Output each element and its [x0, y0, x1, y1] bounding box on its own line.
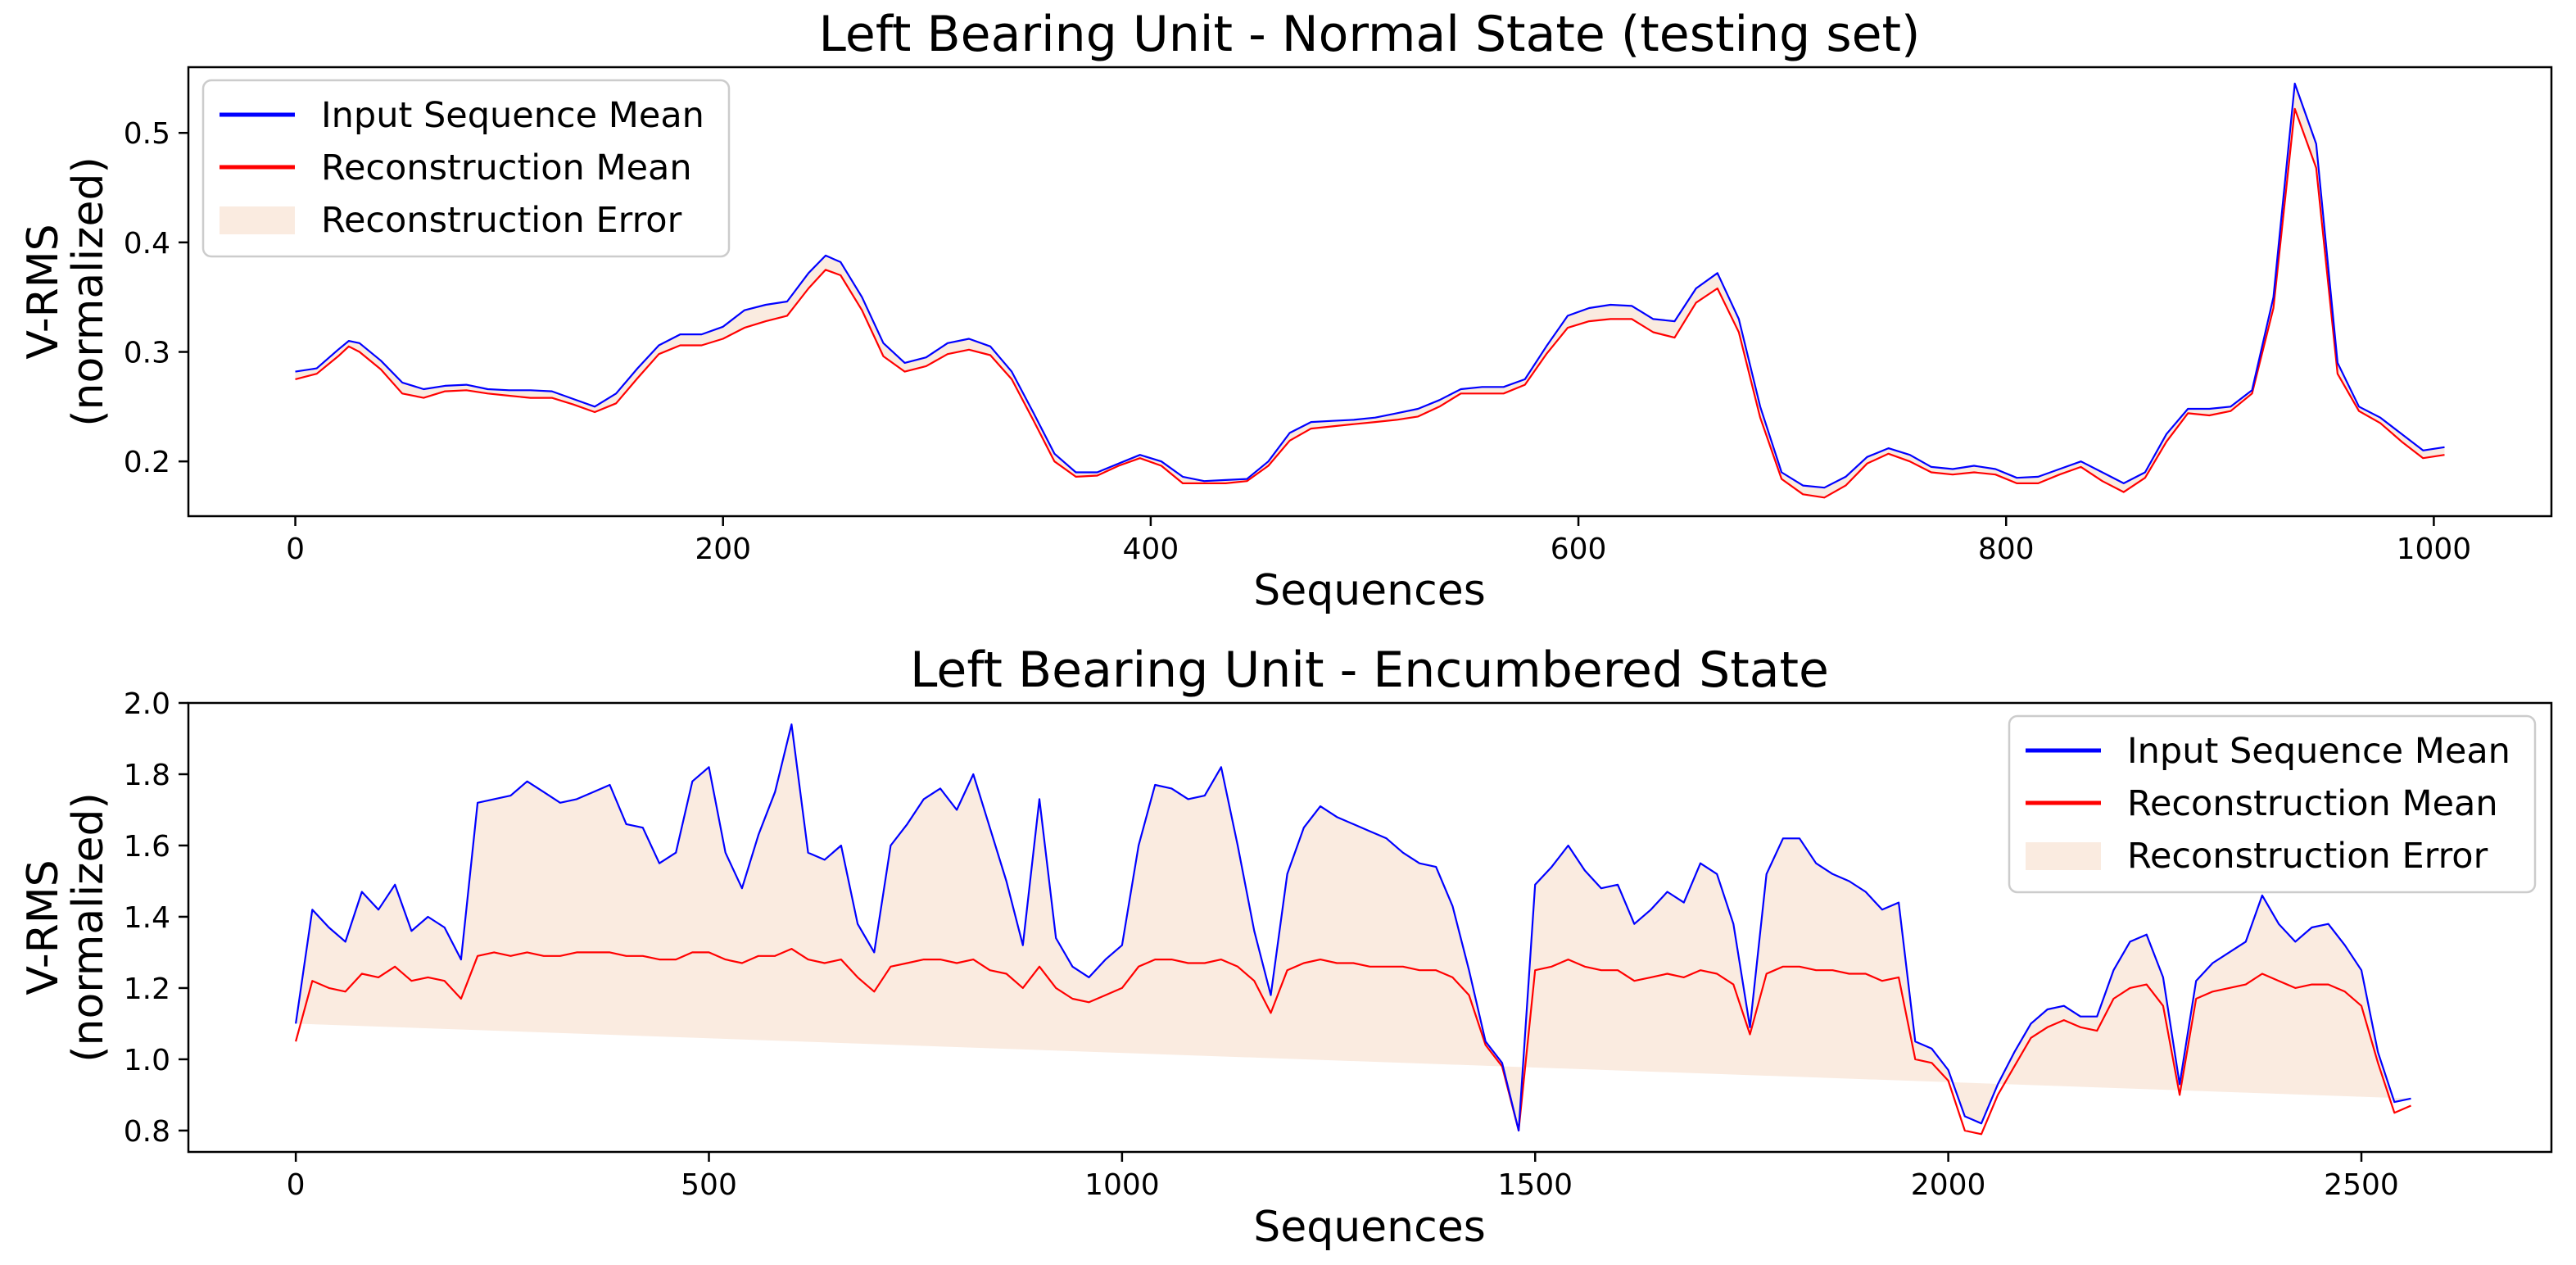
x-tick-label: 1000 [1084, 1168, 1160, 1202]
x-tick-label: 400 [1123, 533, 1179, 566]
axis-ticks: 0 200 400 600 800 1000 0.2 0.3 0.4 0.5 [124, 117, 2471, 566]
y-tick-label: 0.2 [124, 446, 170, 479]
x-tick-label: 0 [287, 1168, 306, 1202]
y-axis-label-line2: (normalized) [64, 156, 113, 427]
x-tick-label: 600 [1551, 533, 1607, 566]
y-tick-label: 1.2 [124, 973, 170, 1006]
legend-swatch-error [2026, 842, 2101, 870]
legend-label-input: Input Sequence Mean [2127, 731, 2510, 772]
x-tick-label: 0 [286, 533, 305, 566]
y-tick-label: 1.0 [124, 1044, 170, 1077]
y-axis-label-line1: V-RMS [19, 224, 68, 359]
legend-label-error: Reconstruction Error [2127, 836, 2488, 877]
y-tick-label: 0.4 [124, 227, 170, 261]
legend-label-reconstruction: Reconstruction Mean [2127, 783, 2498, 824]
input-sequence-mean-line [295, 82, 2445, 489]
x-tick-label: 500 [681, 1168, 737, 1202]
reconstruction-error-band [296, 724, 2411, 1131]
legend-swatch-error [220, 206, 295, 234]
legend-box [2008, 714, 2537, 894]
x-tick-label: 1000 [2397, 533, 2472, 566]
y-tick-label: 0.8 [124, 1115, 170, 1149]
chart-title: Left Bearing Unit - Normal State (testin… [819, 6, 1921, 63]
input-sequence-mean-line [295, 723, 2411, 1132]
y-axis-label-line1: V-RMS [19, 859, 68, 995]
y-tick-label: 0.5 [124, 117, 170, 151]
y-tick-label: 1.8 [124, 759, 170, 792]
legend: Input Sequence Mean Reconstruction Mean … [201, 79, 731, 258]
y-axis-label-line2: (normalized) [64, 792, 113, 1063]
x-tick-label: 200 [695, 533, 751, 566]
y-tick-label: 1.4 [124, 901, 170, 935]
axes-frame [187, 66, 2553, 518]
y-tick-label: 2.0 [124, 687, 170, 721]
reconstruction-mean-line [295, 107, 2445, 499]
plot-area [295, 82, 2445, 499]
y-tick-label: 1.6 [124, 830, 170, 864]
legend-label-input: Input Sequence Mean [321, 95, 704, 136]
legend: Input Sequence Mean Reconstruction Mean … [2008, 714, 2537, 894]
axes-frame [187, 701, 2553, 1154]
x-tick-label: 2000 [1911, 1168, 1986, 1202]
reconstruction-mean-line [295, 947, 2411, 1136]
axis-ticks: 0 500 1000 1500 2000 2500 0.8 1.0 1.2 1.4 1.6 1.8 2.… [124, 687, 2399, 1202]
y-tick-label: 0.3 [124, 337, 170, 370]
x-tick-label: 1500 [1497, 1168, 1573, 1202]
x-axis-label: Sequences [1253, 566, 1486, 615]
chart-title: Left Bearing Unit - Encumbered State [910, 642, 1829, 699]
plot-area [295, 723, 2411, 1136]
chart-encumbered-state: Left Bearing Unit - Encumbered State 0 50… [19, 642, 2553, 1252]
x-axis-label: Sequences [1253, 1203, 1486, 1252]
legend-label-reconstruction: Reconstruction Mean [321, 147, 692, 188]
x-tick-label: 800 [1978, 533, 2035, 566]
chart-normal-state: Left Bearing Unit - Normal State (testin… [19, 6, 2553, 615]
x-tick-label: 2500 [2324, 1168, 2399, 1202]
legend-box [201, 79, 731, 258]
legend-label-error: Reconstruction Error [321, 200, 682, 241]
